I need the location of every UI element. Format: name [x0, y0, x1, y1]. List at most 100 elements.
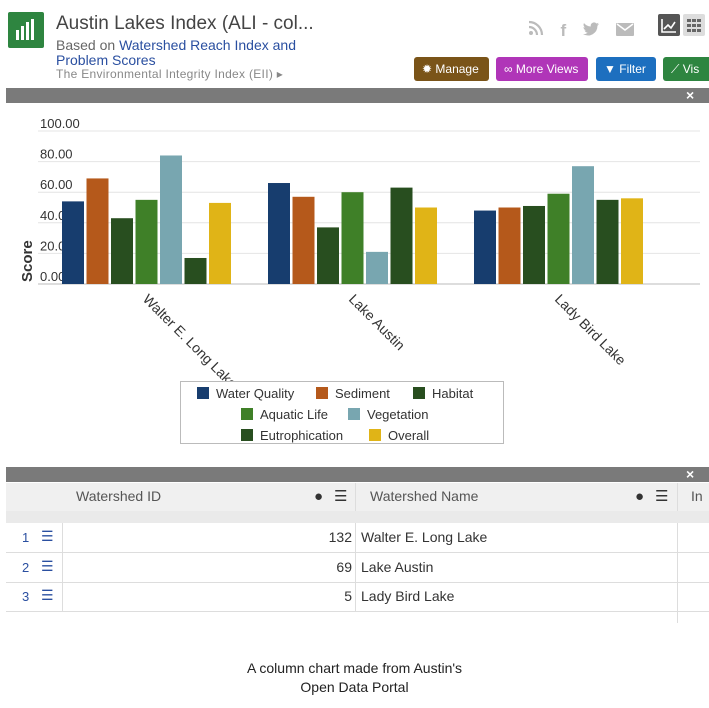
rss-icon[interactable] — [528, 20, 544, 41]
legend-item-water-quality[interactable]: Water Quality — [197, 386, 294, 401]
caption-line: A column chart made from Austin's — [246, 660, 463, 676]
app-logo — [8, 12, 44, 48]
table-view-toggle[interactable] — [683, 14, 705, 36]
row-index: 2 — [22, 560, 30, 575]
table-spacer — [6, 511, 709, 523]
column-menu-icon[interactable]: ☰ — [334, 488, 348, 505]
table-panel-header: × — [6, 467, 709, 482]
watershed-name-cell: Walter E. Long Lake — [361, 529, 488, 545]
gear-icon: ✹ — [422, 62, 433, 76]
row-menu-icon[interactable]: ☰ — [41, 558, 54, 574]
bar[interactable] — [572, 166, 594, 284]
legend-item-aquatic-life[interactable]: Aquatic Life — [241, 407, 328, 422]
column-divider — [355, 523, 356, 612]
bar[interactable] — [135, 199, 158, 284]
bar[interactable] — [160, 155, 182, 284]
bar[interactable] — [621, 198, 643, 284]
bar[interactable] — [317, 227, 339, 284]
y-tick-label: 100.00 — [40, 116, 80, 131]
table-row[interactable]: 1 ☰ 132 Walter E. Long Lake — [6, 523, 709, 553]
bar[interactable] — [474, 210, 496, 284]
bar[interactable] — [341, 192, 364, 284]
chart-view-toggle[interactable] — [658, 14, 680, 36]
caption-line: Open Data Portal — [300, 679, 409, 695]
column-header-watershed-id[interactable]: Watershed ID — [76, 488, 162, 504]
legend-item-habitat[interactable]: Habitat — [413, 386, 473, 401]
legend-swatch — [197, 387, 209, 399]
bar[interactable] — [209, 202, 231, 284]
bar[interactable] — [596, 199, 619, 284]
grid-icon — [687, 19, 701, 32]
filter-button[interactable]: ▼ Filter — [596, 57, 656, 81]
bar[interactable] — [292, 196, 315, 284]
dataset-source: Based on Watershed Reach Index and Probl… — [56, 38, 316, 68]
legend-item-overall[interactable]: Overall — [369, 428, 429, 443]
manage-button-label: Manage — [435, 62, 479, 76]
column-divider — [355, 483, 356, 511]
info-icon[interactable]: ● — [635, 488, 645, 505]
column-divider — [677, 523, 678, 623]
visualize-button-label: Vis — [682, 62, 700, 76]
bar[interactable] — [268, 183, 290, 284]
legend-label: Sediment — [335, 386, 390, 401]
legend-swatch — [348, 408, 360, 420]
bar[interactable] — [415, 207, 437, 285]
legend-label: Aquatic Life — [260, 407, 328, 422]
table-header: Watershed ID ● ☰ Watershed Name ● ☰ In — [6, 483, 709, 511]
page-title: Austin Lakes Index (ALI - col... — [56, 13, 314, 34]
bar[interactable] — [547, 193, 570, 284]
watershed-id-cell: 5 — [344, 588, 352, 604]
source-link[interactable]: Watershed Reach Index and Problem Scores — [56, 37, 296, 68]
column-header-next[interactable]: In — [691, 488, 703, 504]
watershed-id-cell: 132 — [328, 529, 352, 545]
bar[interactable] — [390, 187, 413, 284]
legend-item-sediment[interactable]: Sediment — [316, 386, 390, 401]
table-row[interactable]: 2 ☰ 69 Lake Austin — [6, 553, 709, 583]
twitter-icon[interactable] — [582, 22, 600, 41]
glasses-icon: ∞ — [504, 62, 513, 76]
legend-item-eutrophication[interactable]: Eutrophication — [241, 428, 343, 443]
bar[interactable] — [62, 201, 84, 284]
row-menu-icon[interactable]: ☰ — [41, 528, 54, 544]
y-tick-label: 60.00 — [40, 177, 73, 192]
filter-button-label: Filter — [619, 62, 646, 76]
manage-button[interactable]: ✹ Manage — [414, 57, 489, 81]
bar[interactable] — [498, 207, 521, 285]
y-tick-label: 80.00 — [40, 147, 73, 162]
chart-panel: 100.00 80.00 60.00 40.00 20.00 0.00 Score Walte… — [0, 103, 709, 465]
column-divider — [62, 523, 63, 612]
table-row[interactable]: 3 ☰ 5 Lady Bird Lake — [6, 582, 709, 612]
watershed-id-cell: 69 — [336, 559, 352, 575]
bar[interactable] — [111, 218, 133, 284]
row-menu-icon[interactable]: ☰ — [41, 587, 54, 603]
legend-swatch — [241, 408, 253, 420]
y-tick-label: 0.00 — [40, 269, 65, 284]
bar[interactable] — [184, 257, 207, 284]
bar[interactable] — [366, 251, 388, 284]
legend-swatch — [316, 387, 328, 399]
x-category-label: Walter E. Long Lake — [140, 291, 241, 392]
watershed-name-cell: Lady Bird Lake — [361, 588, 455, 604]
bar[interactable] — [86, 178, 109, 284]
column-menu-icon[interactable]: ☰ — [655, 488, 669, 505]
y-axis-label: Score — [19, 240, 36, 282]
more-views-button[interactable]: ∞ More Views — [496, 57, 588, 81]
row-index: 1 — [22, 530, 30, 545]
legend-label: Eutrophication — [260, 428, 344, 443]
info-icon[interactable]: ● — [314, 488, 324, 505]
column-chart: 100.0080.0060.0040.0020.000.00ScoreWalte… — [19, 116, 700, 392]
social-icons: f — [528, 20, 646, 41]
chart-icon — [661, 19, 676, 33]
legend-item-vegetation[interactable]: Vegetation — [348, 407, 428, 422]
close-icon[interactable]: × — [686, 466, 695, 482]
facebook-icon[interactable]: f — [560, 21, 567, 40]
row-index: 3 — [22, 589, 30, 604]
breadcrumb[interactable]: The Environmental Integrity Index (EII) … — [56, 67, 283, 81]
x-category-label: Lady Bird Lake — [552, 291, 630, 369]
close-icon[interactable]: × — [686, 87, 695, 103]
visualize-button[interactable]: ⟋ Vis — [663, 57, 709, 81]
bar[interactable] — [523, 205, 545, 284]
mail-icon[interactable] — [616, 23, 635, 41]
legend-swatch — [241, 429, 253, 441]
column-header-watershed-name[interactable]: Watershed Name — [370, 488, 479, 504]
